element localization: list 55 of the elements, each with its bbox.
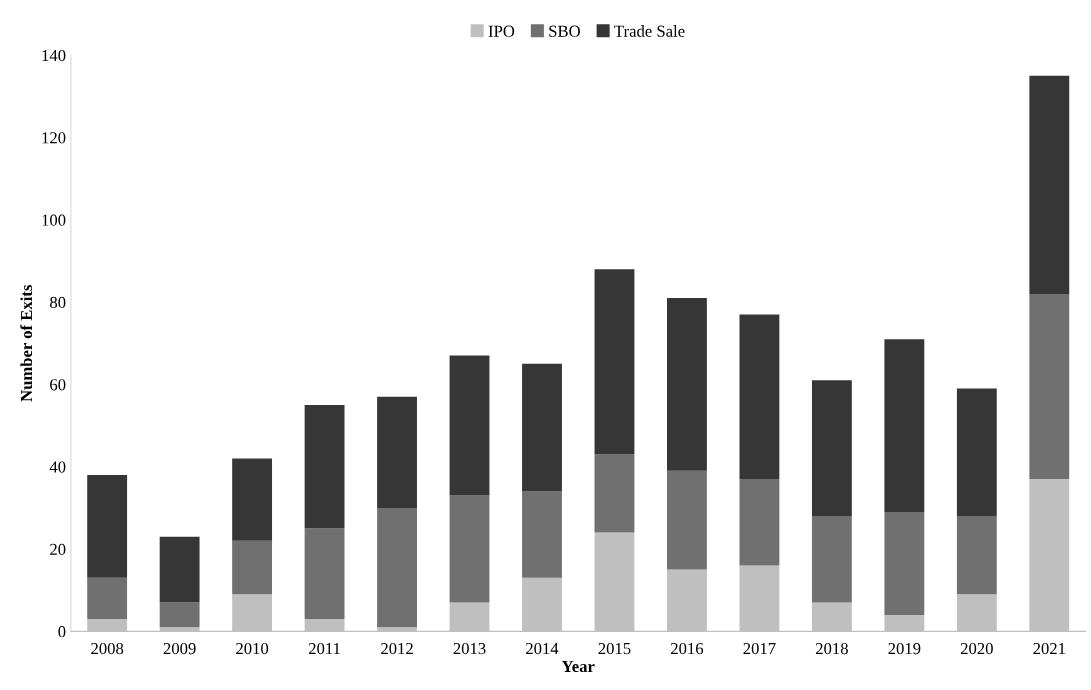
bar — [811, 380, 852, 517]
bar — [1029, 293, 1070, 480]
bar — [811, 516, 852, 603]
x-tick-label: 2011 — [308, 642, 340, 655]
bar — [159, 536, 200, 603]
bar — [739, 314, 780, 480]
bar — [377, 396, 417, 508]
x-tick-label: 2015 — [598, 642, 631, 655]
x-tick-label: 2021 — [1033, 642, 1065, 655]
bar — [1029, 75, 1070, 294]
bar — [377, 507, 417, 628]
bar — [956, 516, 997, 595]
bar — [884, 339, 925, 512]
bar — [304, 528, 345, 619]
x-tick-label: 2014 — [526, 642, 559, 655]
x-tick-label: 2018 — [815, 642, 848, 655]
y-tick-label: 40 — [49, 461, 66, 473]
y-tick-label: 60 — [50, 379, 66, 391]
bar — [449, 495, 490, 603]
bar — [594, 269, 635, 455]
y-tick-label: 140 — [42, 49, 66, 62]
bar — [304, 405, 345, 529]
bar — [159, 602, 200, 628]
legend-label: SBO — [549, 25, 580, 37]
y-tick-label: 120 — [42, 132, 66, 144]
bar — [739, 479, 780, 566]
bar — [232, 458, 273, 541]
bar — [522, 491, 562, 578]
y-tick-label: 100 — [42, 214, 66, 226]
x-axis-title: Year — [561, 661, 595, 673]
bar — [884, 512, 925, 615]
bar — [956, 388, 997, 517]
y-tick-label: 80 — [50, 296, 66, 309]
legend-label: IPO — [488, 25, 515, 37]
bar — [667, 470, 707, 570]
x-tick-label: 2008 — [91, 642, 124, 655]
bar — [449, 355, 490, 496]
x-tick-label: 2013 — [453, 642, 486, 655]
x-tick-label: 2016 — [671, 642, 704, 655]
x-tick-label: 2010 — [236, 642, 269, 655]
x-tick-label: 2012 — [381, 642, 413, 655]
x-tick-label: 2020 — [960, 642, 993, 655]
bar — [594, 454, 635, 533]
y-tick-label: 20 — [50, 543, 66, 555]
y-axis-title: Number of Exits — [20, 285, 33, 402]
bar — [522, 363, 562, 492]
x-tick-label: 2009 — [163, 642, 196, 655]
y-tick-label: 0 — [58, 626, 66, 638]
bar — [87, 577, 128, 619]
x-tick-label: 2017 — [743, 642, 776, 655]
bar — [232, 540, 273, 595]
bar — [667, 298, 707, 471]
legend-label: Trade Sale — [614, 25, 685, 37]
bar — [87, 474, 128, 578]
x-tick-label: 2019 — [888, 642, 921, 655]
